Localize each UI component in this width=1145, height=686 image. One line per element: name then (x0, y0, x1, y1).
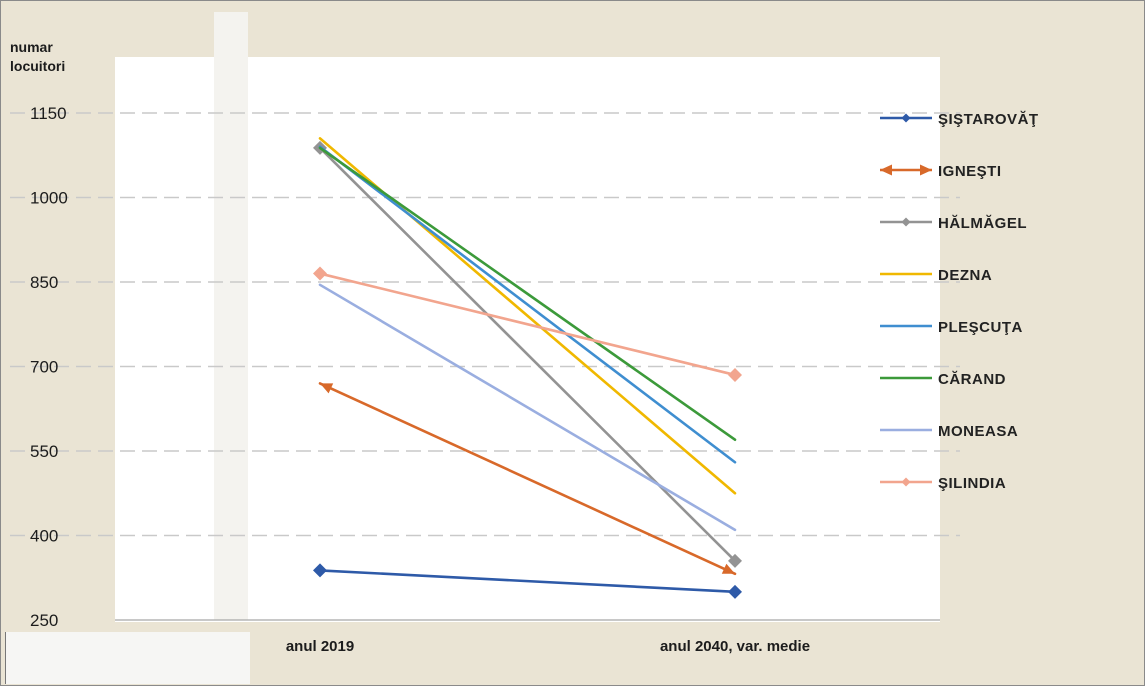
y-tick-label: 1000 (30, 189, 68, 208)
series-line (320, 570, 735, 591)
y-tick-label: 400 (30, 527, 58, 546)
legend-label: HĂLMĂGEL (938, 215, 1027, 232)
data-point-marker (313, 267, 327, 281)
legend-marker (902, 218, 911, 227)
data-point-marker (728, 368, 742, 382)
data-point-marker (728, 585, 742, 599)
legend-marker (902, 478, 911, 487)
x-tick-label: anul 2019 (286, 638, 354, 655)
legend-label: ŞIŞTAROVĂŢ (938, 111, 1039, 128)
series-line (320, 285, 735, 530)
y-tick-label: 550 (30, 442, 58, 461)
data-point-marker (313, 563, 327, 577)
y-tick-label: 700 (30, 358, 58, 377)
legend-marker (902, 114, 911, 123)
series-line (320, 148, 735, 440)
legend-label: MONEASA (938, 423, 1018, 440)
legend-label: ŞILINDIA (938, 475, 1006, 492)
series-line (320, 148, 735, 561)
y-tick-label: 850 (30, 273, 58, 292)
legend-marker (880, 165, 892, 176)
y-tick-label: 250 (30, 611, 58, 630)
series-line (320, 147, 735, 462)
x-tick-label: anul 2040, var. medie (660, 638, 810, 655)
y-tick-label: 1150 (30, 104, 67, 123)
legend-label: IGNEŞTI (938, 163, 1002, 180)
legend-marker (920, 165, 932, 176)
series-line (320, 274, 735, 375)
legend-label: CĂRAND (938, 371, 1006, 388)
legend-label: PLEŞCUŢA (938, 319, 1023, 336)
series-line (320, 383, 735, 573)
legend-label: DEZNA (938, 267, 992, 284)
